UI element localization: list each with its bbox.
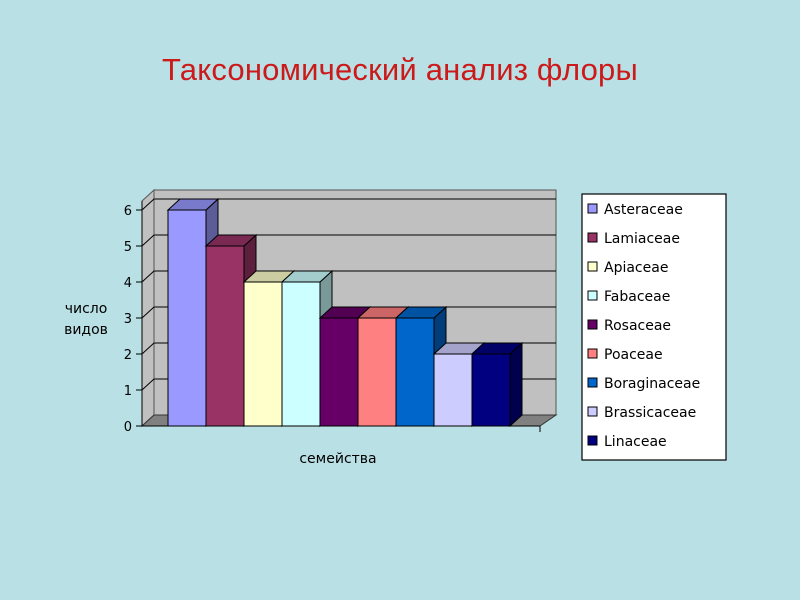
legend: Asteraceae Lamiaceae Apiaceae Fabaceae Rosac… [581,193,727,461]
grid-line-side [141,342,155,355]
legend-swatch-brassicaceae [587,406,598,417]
bar-front [167,209,207,427]
legend-label-linaceae: Linaceae [604,434,667,450]
legend-label-poaceae: Poaceae [604,347,663,363]
bar-linaceae [470,341,524,428]
bar-front [395,317,435,427]
y-tick-label: 0 [124,420,132,435]
bar-front [281,281,321,427]
bar-front [433,353,473,427]
grid-line-side [141,378,155,391]
legend-label-asteraceae: Asteraceae [604,202,683,218]
legend-swatch-asteraceae [587,203,598,214]
grid-line-side [141,306,155,319]
legend-label-brassicaceae: Brassicaceae [604,405,696,421]
grid-line-side [141,234,155,247]
legend-label-boraginaceae: Boraginaceae [604,376,700,392]
grid-line-side [141,270,155,283]
bar-side [509,341,523,428]
legend-swatch-apiaceae [587,261,598,272]
y-axis-label-line-1: число [65,301,108,317]
legend-swatch-lamiaceae [587,232,598,243]
bar-front [205,245,245,427]
legend-swatch-boraginaceae [587,377,598,388]
y-tick-label: 6 [124,204,132,219]
y-axis-label-line-2: видов [64,322,108,338]
bar-front [471,353,511,427]
legend-swatch-fabaceae [587,290,598,301]
legend-label-apiaceae: Apiaceae [604,260,668,276]
legend-swatch-linaceae [587,435,598,446]
bar-front [357,317,397,427]
legend-swatch-poaceae [587,348,598,359]
legend-swatch-rosaceae [587,319,598,330]
y-tick-label: 2 [124,348,132,363]
grid-line-side [141,198,155,211]
y-tick-label: 1 [124,384,132,399]
bar-front [319,317,359,427]
slide-title: Таксономический анализ флоры [162,52,638,87]
x-axis-label: семейства [299,451,376,467]
bar-fabaceae [280,269,334,428]
legend-label-lamiaceae: Lamiaceae [604,231,680,247]
legend-label-fabaceae: Fabaceae [604,289,670,305]
legend-box [581,193,727,461]
bar-front [243,281,283,427]
bars [166,197,524,428]
y-tick-label: 5 [124,240,132,255]
y-tick-label: 3 [124,312,132,327]
y-tick-label: 4 [124,276,132,291]
legend-label-rosaceae: Rosaceae [604,318,671,334]
